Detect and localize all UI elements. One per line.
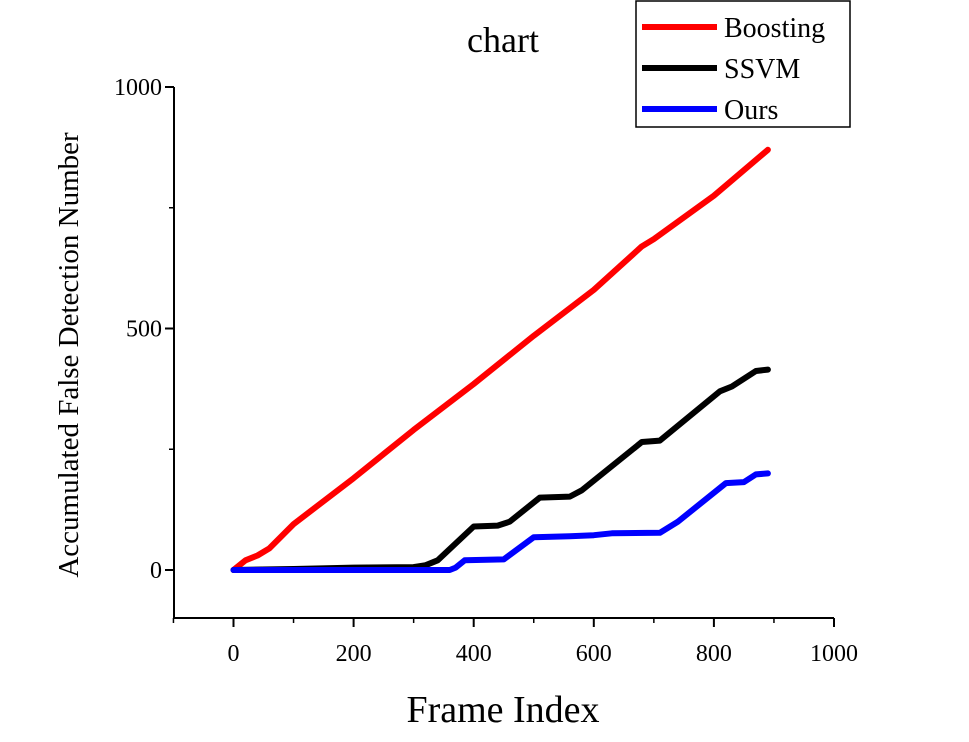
legend: Boosting SSVM Ours bbox=[635, 0, 851, 128]
series-line-ssvm bbox=[230, 366, 771, 573]
y-tick-label: 1000 bbox=[114, 75, 162, 101]
x-tick-label: 400 bbox=[456, 641, 492, 667]
x-tick-label: 200 bbox=[336, 641, 372, 667]
legend-label-ours: Ours bbox=[724, 95, 778, 126]
chart-title: chart bbox=[467, 20, 539, 60]
series-line-boosting bbox=[230, 146, 771, 573]
x-tick-label: 800 bbox=[696, 641, 732, 667]
axes bbox=[173, 87, 834, 619]
x-tick-label: 1000 bbox=[810, 641, 858, 667]
x-tick-label: 0 bbox=[228, 641, 240, 667]
x-tick-label: 600 bbox=[576, 641, 612, 667]
y-axis-label: Accumulated False Detection Number bbox=[53, 132, 85, 578]
x-axis-label: Frame Index bbox=[406, 689, 599, 731]
legend-label-boosting: Boosting bbox=[724, 13, 825, 44]
series-layer bbox=[230, 146, 771, 573]
y-tick-label: 500 bbox=[126, 317, 162, 343]
y-tick-label: 0 bbox=[150, 558, 162, 584]
legend-label-ssvm: SSVM bbox=[724, 54, 800, 85]
series-line-ours bbox=[230, 470, 771, 573]
x-ticks: 0 200 400 600 800 1000 bbox=[172, 618, 858, 667]
y-ticks: 0 500 1000 bbox=[114, 75, 174, 584]
